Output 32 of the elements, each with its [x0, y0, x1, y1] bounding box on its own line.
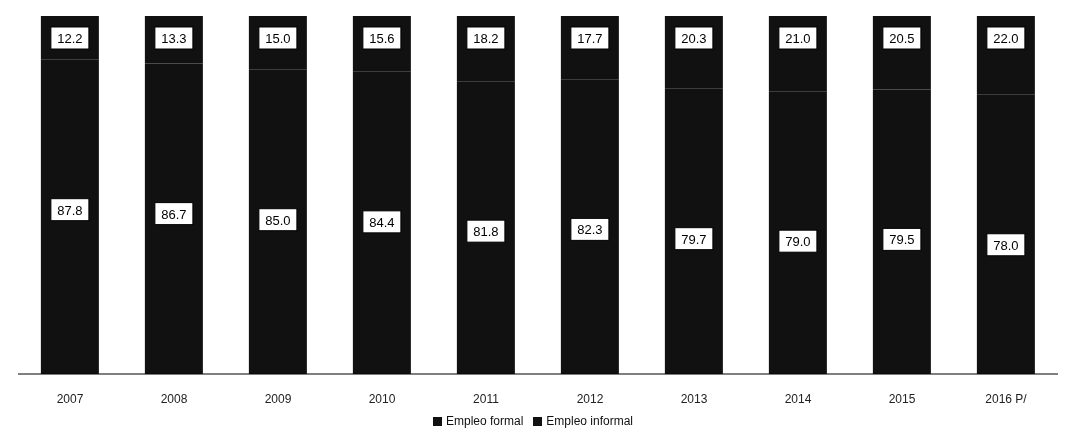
data-label: 87.8: [57, 202, 83, 218]
data-label: 85.0: [265, 212, 291, 228]
x-tick-label: 2014: [784, 391, 812, 406]
x-tick-label: 2007: [56, 391, 84, 406]
data-label: 78.0: [993, 237, 1019, 253]
data-label: 81.8: [473, 224, 499, 240]
data-label: 13.3: [161, 31, 187, 46]
x-tick-label: 2011: [473, 391, 500, 406]
data-label: 84.4: [369, 214, 395, 230]
data-label: 22.0: [993, 31, 1019, 46]
data-label: 79.5: [889, 232, 915, 248]
data-label: 15.6: [369, 31, 395, 46]
legend-label: Empleo formal: [445, 414, 524, 428]
legend-label: Empleo informal: [546, 414, 634, 428]
data-label: 82.3: [577, 222, 603, 238]
x-tick-label: 2012: [576, 391, 604, 406]
data-label: 20.5: [889, 31, 915, 46]
data-label: 79.7: [681, 231, 707, 247]
data-label: 17.7: [577, 31, 603, 46]
data-label: 20.3: [681, 31, 707, 46]
data-label: 79.0: [785, 234, 811, 250]
data-label: 21.0: [785, 31, 811, 46]
x-tick-label: 2008: [160, 391, 188, 406]
x-tick-label: 2015: [888, 391, 916, 406]
data-label: 86.7: [161, 206, 187, 222]
data-label: 15.0: [265, 31, 291, 46]
x-tick-label: 2013: [680, 391, 708, 406]
data-label: 12.2: [57, 31, 83, 46]
x-tick-label: 2009: [264, 391, 292, 406]
data-label: 18.2: [473, 31, 499, 46]
x-tick-label: 2010: [368, 391, 396, 406]
x-tick-label: 2016 P/: [985, 391, 1028, 406]
